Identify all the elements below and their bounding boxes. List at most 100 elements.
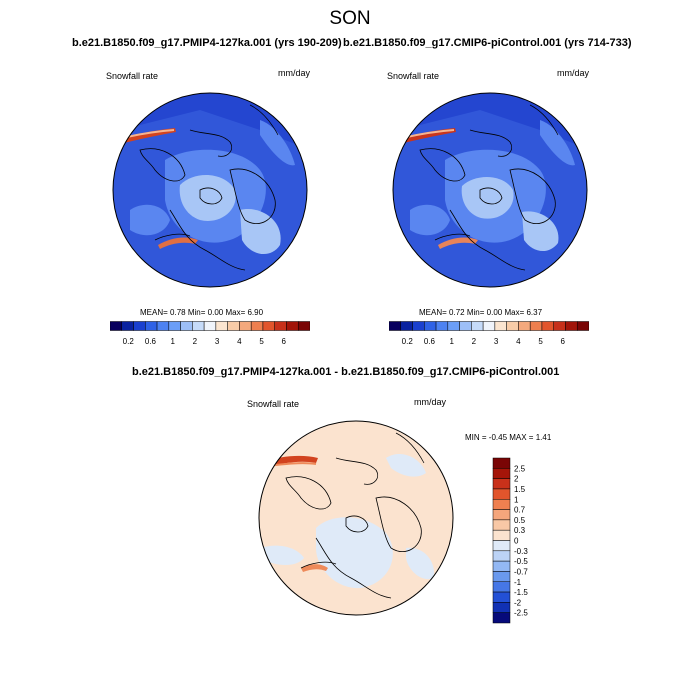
map-coastline <box>469 129 513 157</box>
colorbar-swatch <box>529 321 543 331</box>
colorbar-swatch <box>297 321 310 331</box>
right-stats: MEAN= 0.72 Min= 0.00 Max= 6.37 <box>419 308 542 317</box>
colorbar-swatch <box>492 571 511 582</box>
colorbar-tick-label: 5 <box>538 337 543 346</box>
map-land-region <box>130 204 170 236</box>
map-high-snowfall-band <box>158 237 198 249</box>
colorbar-swatch <box>494 321 507 331</box>
map-pale-region <box>522 211 559 252</box>
colorbar-swatch <box>506 321 519 331</box>
map-land-region <box>260 120 295 166</box>
colorbar-swatch <box>492 488 511 500</box>
colorbar-tick-label: -2.5 <box>514 609 528 618</box>
colorbar-swatch <box>492 591 511 603</box>
colorbar-swatch <box>459 321 472 331</box>
colorbar-swatch <box>110 321 123 331</box>
colorbar-swatch <box>203 321 217 331</box>
mean-label: MEAN= <box>140 308 168 317</box>
colorbar-swatch <box>168 321 181 331</box>
map-negative-region <box>316 517 393 589</box>
colorbar-swatch <box>492 509 511 521</box>
left-units-label: mm/day <box>278 68 311 78</box>
colorbar-tick-label: 6 <box>561 337 566 346</box>
map-negative-region <box>261 545 304 565</box>
colorbar-tick-label: 1 <box>514 495 519 504</box>
colorbar-swatch <box>471 321 484 331</box>
map-coastline <box>189 129 233 157</box>
colorbar-swatch <box>492 550 511 562</box>
map-coastline <box>509 168 556 225</box>
map-boundary-circle <box>258 420 454 616</box>
colorbar-swatch <box>447 321 460 331</box>
colorbar-swatch <box>400 321 413 331</box>
colorbar-tick-label: -2 <box>514 598 522 607</box>
map-coastline <box>529 104 559 136</box>
min-value: 0.00 <box>486 308 503 317</box>
colorbar-swatch <box>492 529 511 541</box>
map-positive-band <box>301 564 328 572</box>
colorbar-swatch <box>482 321 496 331</box>
colorbar-tick-label: 1 <box>170 337 175 346</box>
map-coastline <box>315 537 392 599</box>
map-land-region <box>410 204 450 236</box>
colorbar-tick-label: 0.5 <box>514 516 526 525</box>
map-coastline <box>285 476 332 510</box>
map-coastline <box>395 432 425 464</box>
map-coastline <box>375 496 422 553</box>
colorbar-tick-label: 3 <box>494 337 499 346</box>
colorbar-tick-label: -0.3 <box>514 547 528 556</box>
map-high-snowfall-band <box>438 237 478 249</box>
colorbar-swatch <box>180 321 193 331</box>
colorbar-swatch <box>156 321 170 331</box>
map-pale-region <box>179 174 236 221</box>
colorbar-swatch <box>250 321 264 331</box>
colorbar-tick-label: 0.3 <box>514 526 526 535</box>
season-title: SON <box>329 8 371 29</box>
colorbar-tick-label: 6 <box>282 337 287 346</box>
left-polar-map <box>112 92 308 288</box>
colorbar-swatch <box>565 321 578 331</box>
right-units-label: mm/day <box>557 68 590 78</box>
colorbar-swatch <box>492 468 511 479</box>
colorbar-swatch <box>492 612 511 624</box>
colorbar-tick-label: -1.5 <box>514 588 528 597</box>
colorbar-swatch <box>492 581 511 593</box>
colorbar-swatch <box>492 519 511 531</box>
difference-polar-map <box>258 420 454 616</box>
difference-units-label: mm/day <box>414 397 447 407</box>
map-coastline <box>199 187 223 205</box>
map-coastline <box>169 209 246 271</box>
colorbar-tick-label: -0.7 <box>514 567 528 576</box>
colorbar-swatch <box>518 321 531 331</box>
colorbar-swatch <box>239 321 252 331</box>
colorbar-tick-label: 0.6 <box>145 337 157 346</box>
map-coastline <box>449 209 526 271</box>
max-value: 6.37 <box>526 308 543 317</box>
left-stats: MEAN= 0.78 Min= 0.00 Max= 6.90 <box>140 308 263 317</box>
colorbar-tick-label: 1.5 <box>514 485 526 494</box>
colorbar-swatch <box>553 321 566 331</box>
max-label: Max= <box>504 308 525 317</box>
colorbar-tick-label: 0.6 <box>424 337 436 346</box>
colorbar-tick-label: 5 <box>259 337 264 346</box>
map-coastline <box>345 515 369 533</box>
map-coastline <box>479 187 503 205</box>
left-panel-title: b.e21.B1850.f09_g17.PMIP4-127ka.001 (yrs… <box>72 37 342 49</box>
colorbar-swatch <box>492 478 511 490</box>
colorbar-swatch <box>492 457 511 469</box>
map-boundary-circle <box>392 92 588 288</box>
colorbar-swatch <box>215 321 228 331</box>
colorbar-swatch <box>492 499 511 510</box>
right-colorbar: 0.2 0.6 1 2 3 4 5 6 <box>389 321 589 346</box>
colorbar-tick-label: 0.2 <box>402 337 414 346</box>
colorbar-tick-label: 0 <box>514 537 519 546</box>
colorbar-swatch <box>492 602 511 613</box>
min-label: Min= <box>466 308 485 317</box>
colorbar-tick-label: 2 <box>472 337 477 346</box>
difference-panel-title: b.e21.B1850.f09_g17.PMIP4-127ka.001 - b.… <box>132 366 560 378</box>
colorbar-swatch <box>541 321 554 331</box>
mean-value: 0.78 <box>170 308 186 317</box>
map-coastline <box>229 168 276 225</box>
colorbar-swatch <box>389 321 402 331</box>
colorbar-tick-label: 4 <box>237 337 242 346</box>
